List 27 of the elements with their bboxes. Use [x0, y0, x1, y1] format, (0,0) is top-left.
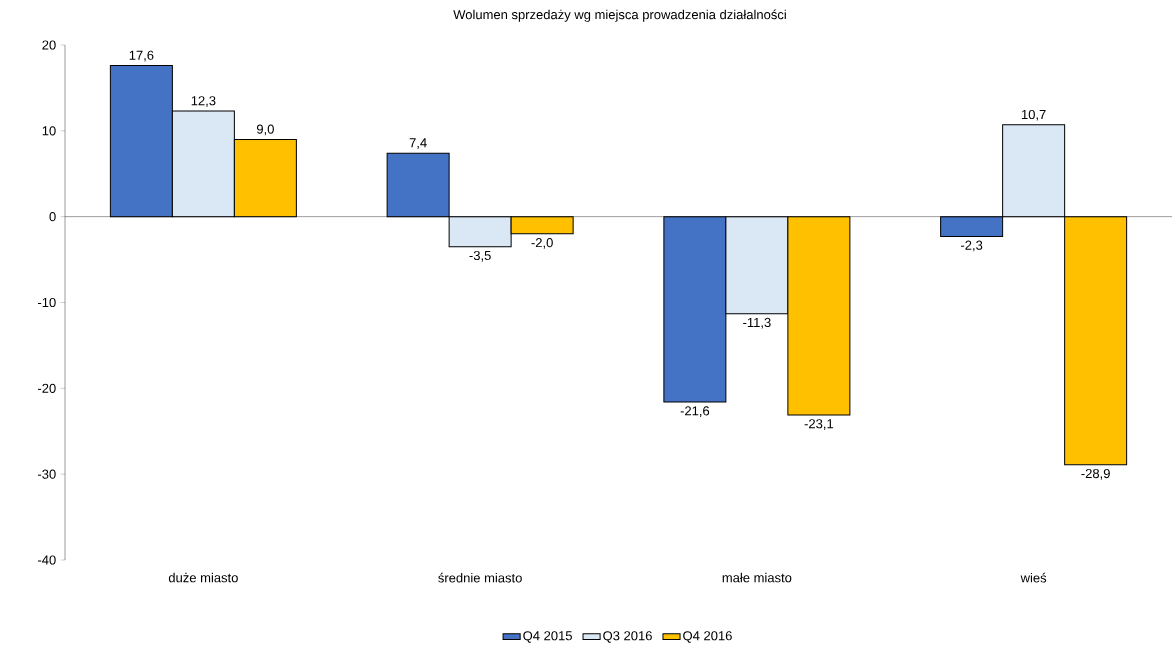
data-label: -2,3: [961, 240, 983, 252]
y-tick-label: 20: [42, 40, 56, 50]
chart-title: Wolumen sprzedaży wg miejsca prowadzenia działalności: [453, 9, 786, 22]
y-tick-label: 0: [49, 212, 56, 222]
data-label: 9,0: [256, 124, 274, 136]
legend-label: Q4 2015: [523, 631, 572, 643]
legend-label: Q3 2016: [603, 631, 652, 643]
y-tick-label: -30: [37, 469, 56, 479]
x-tick-label: małe miasto: [722, 572, 792, 583]
y-tick-label: -40: [37, 555, 56, 565]
data-label: -3,5: [469, 250, 491, 262]
data-label: -28,9: [1081, 468, 1110, 480]
x-tick-label: wieś: [1020, 572, 1047, 583]
legend-label: Q4 2016: [683, 631, 732, 643]
data-label: 10,7: [1021, 109, 1046, 121]
data-label: 12,3: [191, 96, 216, 107]
data-label: -23,1: [804, 419, 834, 430]
x-tick-label: średnie miasto: [438, 572, 522, 583]
y-tick-label: -10: [37, 297, 56, 308]
data-label: 17,6: [129, 50, 154, 62]
data-label: 7,4: [409, 138, 427, 149]
data-label: -21,6: [680, 406, 710, 418]
y-tick-label: -20: [37, 383, 56, 393]
data-label: -11,3: [743, 317, 771, 329]
x-tick-label: duże miasto: [168, 572, 238, 583]
y-tick-label: 10: [42, 126, 56, 136]
data-label: -2,0: [531, 238, 553, 249]
